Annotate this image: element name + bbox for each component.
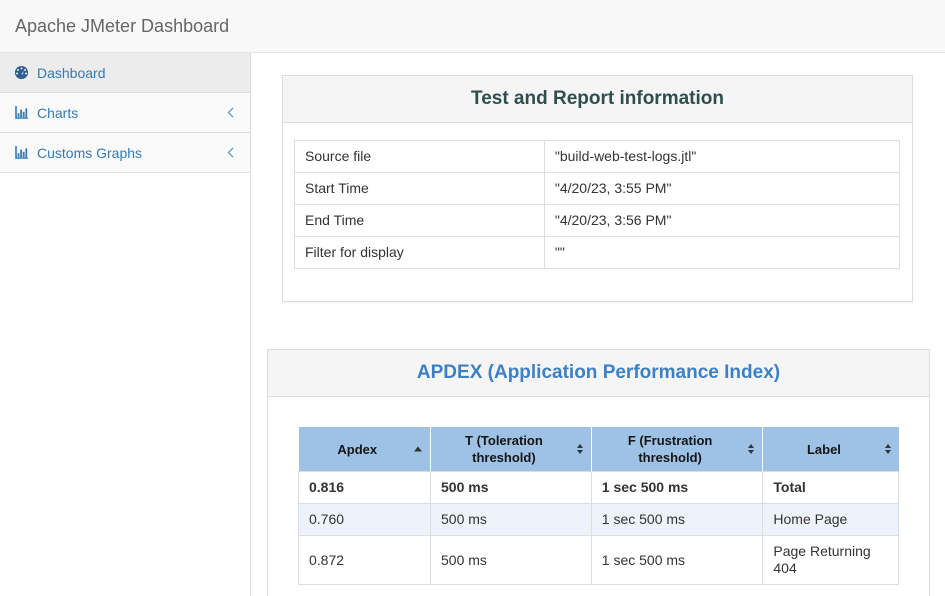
table-row: 0.872 500 ms 1 sec 500 ms Page Returning… bbox=[298, 535, 899, 585]
table-header-row: Apdex T (Toleration threshold) F (Frustr… bbox=[298, 427, 899, 472]
info-row-value: "build-web-test-logs.jtl" bbox=[543, 140, 901, 173]
dashboard-gauge-icon bbox=[13, 65, 29, 81]
panel-body: Apdex T (Toleration threshold) F (Frustr… bbox=[268, 397, 929, 596]
sidebar-item-label: Charts bbox=[37, 104, 79, 121]
apdex-value: 0.760 bbox=[298, 503, 431, 536]
sort-asc-icon bbox=[414, 446, 422, 452]
test-report-info-panel: Test and Report information Source file … bbox=[282, 75, 913, 302]
top-navbar: Apache JMeter Dashboard bbox=[0, 0, 945, 53]
toleration-value: 500 ms bbox=[430, 535, 592, 585]
sort-both-icon bbox=[748, 444, 755, 454]
table-row: Start Time "4/20/23, 3:55 PM" bbox=[294, 172, 901, 205]
sidebar-item-charts[interactable]: Charts bbox=[0, 93, 250, 133]
sidebar-item-label: Dashboard bbox=[37, 64, 106, 81]
info-row-label: Filter for display bbox=[294, 236, 545, 269]
info-row-value: "4/20/23, 3:55 PM" bbox=[543, 172, 901, 205]
sidebar-item-dashboard[interactable]: Dashboard bbox=[0, 53, 250, 93]
table-row: Filter for display "" bbox=[294, 236, 901, 269]
info-row-value: "" bbox=[543, 236, 901, 269]
chevron-left-icon[interactable] bbox=[225, 146, 237, 159]
sidebar-item-customs-graphs[interactable]: Customs Graphs bbox=[0, 133, 250, 173]
label-value: Total bbox=[762, 471, 899, 504]
test-report-info-title: Test and Report information bbox=[471, 88, 724, 109]
column-header-label[interactable]: Label bbox=[762, 427, 899, 472]
frustration-value: 1 sec 500 ms bbox=[590, 503, 764, 536]
apdex-value: 0.872 bbox=[298, 535, 431, 585]
apdex-title: APDEX (Application Performance Index) bbox=[416, 362, 781, 383]
apdex-panel: APDEX (Application Performance Index) Ap… bbox=[267, 349, 930, 596]
panel-body: Source file "build-web-test-logs.jtl" St… bbox=[283, 123, 912, 301]
toleration-value: 500 ms bbox=[430, 471, 592, 504]
bar-chart-icon bbox=[13, 105, 29, 121]
panel-heading: Test and Report information bbox=[283, 76, 912, 123]
panel-heading: APDEX (Application Performance Index) bbox=[268, 350, 929, 397]
table-row: Source file "build-web-test-logs.jtl" bbox=[294, 140, 901, 173]
chevron-left-icon[interactable] bbox=[225, 106, 237, 119]
info-row-label: Source file bbox=[294, 140, 545, 173]
test-report-info-table: Source file "build-web-test-logs.jtl" St… bbox=[294, 140, 901, 269]
frustration-value: 1 sec 500 ms bbox=[590, 535, 764, 585]
label-value: Home Page bbox=[762, 503, 899, 536]
info-row-label: End Time bbox=[294, 204, 545, 237]
app-title: Apache JMeter Dashboard bbox=[15, 16, 230, 36]
toleration-value: 500 ms bbox=[430, 503, 592, 536]
column-header-apdex[interactable]: Apdex bbox=[298, 427, 431, 472]
sidebar: Dashboard Charts bbox=[0, 53, 251, 596]
frustration-value: 1 sec 500 ms bbox=[590, 471, 764, 504]
bar-chart-icon bbox=[13, 145, 29, 161]
table-row: 0.760 500 ms 1 sec 500 ms Home Page bbox=[298, 503, 899, 536]
apdex-value: 0.816 bbox=[298, 471, 431, 504]
column-header-frustration[interactable]: F (Frustration threshold) bbox=[591, 427, 764, 472]
table-row: 0.816 500 ms 1 sec 500 ms Total bbox=[298, 471, 899, 504]
sort-both-icon bbox=[576, 444, 583, 454]
info-row-label: Start Time bbox=[294, 172, 545, 205]
column-header-toleration[interactable]: T (Toleration threshold) bbox=[430, 427, 592, 472]
table-row: End Time "4/20/23, 3:56 PM" bbox=[294, 204, 901, 237]
sidebar-item-label: Customs Graphs bbox=[37, 144, 143, 161]
main-content: Test and Report information Source file … bbox=[251, 53, 945, 596]
info-row-value: "4/20/23, 3:56 PM" bbox=[543, 204, 901, 237]
sort-both-icon bbox=[884, 444, 891, 454]
apdex-table: Apdex T (Toleration threshold) F (Frustr… bbox=[298, 427, 899, 585]
label-value: Page Returning 404 bbox=[762, 535, 899, 585]
